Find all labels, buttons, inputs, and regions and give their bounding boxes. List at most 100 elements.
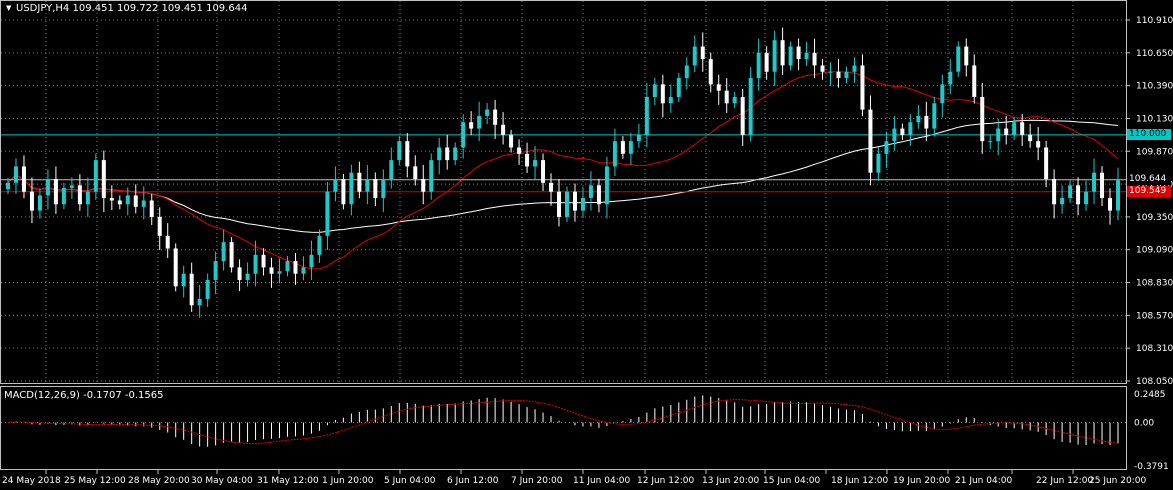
candle — [453, 142, 458, 166]
candle-body — [205, 280, 210, 299]
candle-body — [908, 122, 913, 135]
candle-body — [53, 179, 58, 205]
candle — [740, 88, 745, 146]
candle-body — [644, 96, 649, 135]
time-label: 24 May 2018 — [2, 476, 61, 486]
candle-body — [133, 195, 138, 207]
price-label: 109.090 — [1136, 246, 1173, 256]
candle — [93, 153, 98, 200]
candle-body — [101, 160, 106, 198]
candle-body — [157, 216, 162, 236]
candle-body — [445, 147, 450, 161]
candle-body — [365, 179, 370, 192]
candle-body — [1116, 180, 1121, 211]
candle-body — [716, 84, 721, 91]
candle — [1044, 140, 1049, 188]
candle — [860, 54, 865, 117]
candle — [708, 52, 713, 93]
time-label: 1 Jun 20:00 — [322, 476, 374, 486]
time-label: 21 Jun 04:00 — [955, 476, 1012, 486]
candle — [493, 100, 498, 139]
candle — [996, 118, 1001, 156]
candle-body — [237, 267, 242, 281]
candle — [924, 101, 929, 142]
candle — [293, 253, 298, 285]
candle-body — [149, 200, 154, 217]
candle-body — [980, 96, 985, 142]
candle — [69, 177, 74, 199]
time-label: 11 Jun 04:00 — [573, 476, 630, 486]
candle — [844, 66, 849, 84]
candle — [469, 111, 474, 136]
candle — [748, 66, 753, 142]
candle-body — [317, 235, 322, 255]
candle-body — [932, 103, 937, 129]
candle-body — [620, 141, 625, 154]
candle — [221, 229, 226, 271]
candle — [772, 30, 777, 86]
candle-body — [892, 128, 897, 142]
ohlc-values: 109.451 109.722 109.451 109.644 — [72, 3, 248, 14]
candle — [868, 95, 873, 186]
candle-body — [844, 71, 849, 79]
candle — [61, 182, 66, 210]
candle-body — [485, 109, 490, 116]
main-panel[interactable] — [0, 0, 1127, 384]
candle — [421, 164, 426, 205]
candle-body — [660, 84, 665, 104]
candle — [892, 115, 897, 151]
candle — [165, 223, 170, 259]
price-tag: 110.000 — [1127, 128, 1171, 140]
price-tag: 109.644 — [1127, 173, 1171, 185]
candle-body — [852, 65, 857, 72]
candle — [197, 284, 202, 318]
candle — [684, 57, 689, 90]
candle — [253, 240, 258, 287]
candle-body — [189, 273, 194, 306]
candle-body — [772, 40, 777, 72]
candle-body — [1084, 191, 1089, 205]
candle-body — [964, 46, 969, 66]
candle-body — [684, 65, 689, 79]
candle-body — [796, 46, 801, 60]
candle — [5, 177, 10, 195]
candle-body — [692, 46, 697, 66]
time-label: 7 Jun 20:00 — [511, 476, 563, 486]
price-label: 109.350 — [1136, 213, 1173, 223]
macd-label: MACD(12,26,9) -0.1707 -0.1565 — [4, 390, 164, 401]
candle-body — [604, 166, 609, 205]
candle-body — [1100, 172, 1105, 198]
candle — [564, 186, 569, 222]
candle — [1084, 180, 1089, 211]
candle-body — [612, 141, 617, 167]
price-label: 108.050 — [1136, 377, 1173, 387]
candle — [1068, 180, 1073, 204]
candle — [309, 240, 314, 281]
price-label: 110.650 — [1136, 49, 1173, 59]
candle-body — [293, 261, 298, 274]
candle-body — [397, 141, 402, 161]
candle-body — [828, 71, 833, 73]
candle — [301, 256, 306, 281]
time-label: 15 Jun 04:00 — [763, 476, 820, 486]
candle-body — [173, 248, 178, 287]
candle — [644, 82, 649, 148]
candle-body — [1004, 128, 1009, 135]
candle — [1076, 177, 1081, 216]
candle-body — [1092, 172, 1097, 192]
time-label: 30 May 04:00 — [191, 476, 253, 486]
candle — [413, 155, 418, 186]
candle-body — [333, 179, 338, 192]
candle — [173, 243, 178, 292]
candle-body — [1012, 122, 1017, 135]
candlesticks — [5, 27, 1121, 318]
candle-body — [61, 187, 66, 205]
candle-body — [1044, 147, 1049, 180]
candle-body — [453, 147, 458, 161]
candle-body — [652, 84, 657, 97]
candle — [676, 73, 681, 103]
candle — [37, 188, 42, 219]
macd-panel[interactable] — [0, 386, 1127, 470]
candle-body — [900, 128, 905, 135]
